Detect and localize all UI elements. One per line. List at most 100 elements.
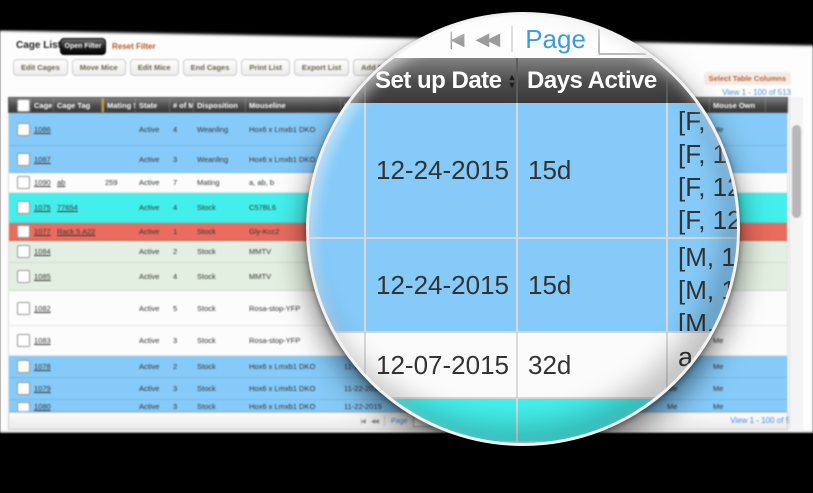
lens-mice-line: [F, 12- — [678, 205, 737, 235]
column-header-cb[interactable] — [9, 98, 31, 112]
cell-cage_tag — [54, 326, 102, 355]
cage_tag-link[interactable]: ab — [57, 178, 66, 187]
open-filter-button[interactable]: Open Filter — [60, 38, 106, 55]
cage-link[interactable]: 1083 — [34, 336, 51, 345]
cell-disposition: Stock — [197, 303, 216, 313]
row-checkbox[interactable] — [17, 152, 30, 166]
cell-cage: 1087 — [31, 146, 54, 172]
cage-link[interactable]: 1079 — [34, 384, 51, 393]
cell-cage: 1082 — [31, 291, 54, 325]
cell-num_mice: 2 — [173, 362, 178, 371]
cell-cage_tag — [54, 378, 102, 399]
cell-mouseline: MMTV — [249, 247, 272, 256]
cell-mouseline: MMTV — [249, 272, 272, 281]
cell-cb — [9, 193, 31, 222]
table-scrollbar-thumb[interactable] — [792, 125, 801, 218]
toolbar-button-edit-cages[interactable]: Edit Cages — [13, 59, 68, 76]
cell-cage: 1080 — [31, 400, 54, 411]
column-header-cage_tag[interactable]: Cage Tag — [54, 98, 102, 112]
cell-state: Active — [139, 154, 160, 164]
lens-cell-setup-date: 12-24-2015 — [366, 103, 518, 237]
cell-cage_tag — [54, 356, 102, 377]
column-header-state[interactable]: State — [136, 98, 170, 112]
cell-cage_tag: ab — [54, 173, 102, 192]
cage-link[interactable]: 1086 — [34, 124, 51, 134]
reset-filter-link[interactable]: Reset Filter — [112, 42, 156, 51]
lens-cell-spacer — [309, 333, 366, 397]
cage-link[interactable]: 1090 — [34, 178, 51, 187]
cell-cage_tag — [54, 400, 102, 411]
cell-num_mice: 3 — [173, 336, 178, 345]
cell-disposition: Stock — [197, 227, 216, 236]
cell-cage: 1078 — [31, 356, 54, 377]
lens-cell-mice: [M, 12[M, 12 [M, 1 — [668, 239, 737, 331]
cage_tag-link[interactable]: Rack 5 A22 — [57, 227, 96, 236]
table-scrollbar-track[interactable] — [789, 97, 803, 430]
cell-num_mice: 4 — [173, 203, 178, 212]
cell-mating_sid — [102, 291, 136, 325]
lens-header-days-active: Days Active — [518, 58, 668, 103]
row-checkbox[interactable] — [17, 245, 30, 258]
lens-cell-days-active — [518, 399, 668, 441]
cell-cb — [9, 146, 31, 172]
lens-cell-spacer — [309, 239, 366, 331]
cage-link[interactable]: 1077 — [34, 227, 51, 236]
row-checkbox[interactable] — [17, 334, 30, 347]
column-header-mating_sid[interactable]: Mating SID — [102, 98, 136, 112]
view-range-top: View 1 - 100 of 513 — [722, 88, 791, 97]
cell-cage_tag — [54, 263, 102, 290]
cell-cb — [9, 223, 31, 240]
lens-mice-line: [M, 12 — [678, 275, 737, 305]
cell-num_mice: 4 — [173, 124, 178, 134]
cell-num_mice: 1 — [173, 227, 178, 236]
cell-cage_tag — [54, 113, 102, 145]
lens-table-row — [309, 399, 737, 443]
row-checkbox[interactable] — [17, 301, 30, 315]
cell-mouseline: Hox6 x Lmxb1 DKO — [249, 154, 316, 164]
cell-mating_sid — [102, 400, 136, 411]
lens-first-page-icon: |◀ — [449, 28, 464, 49]
row-checkbox[interactable] — [17, 225, 30, 238]
cell-mouseline: Gly-Kcc2 — [249, 227, 280, 236]
cage-link[interactable]: 1087 — [34, 154, 51, 164]
cell-state: Active — [139, 203, 160, 212]
cage-link[interactable]: 1085 — [34, 272, 51, 281]
column-header-num_mice[interactable]: # of Mic — [170, 98, 194, 112]
magnifier-lens: |◀ ◀◀ Page Set up Date ▲ ▼ Days Active — [306, 12, 740, 446]
cell-state: Active — [139, 124, 160, 134]
lens-page-number-input — [597, 23, 656, 55]
toolbar-button-edit-mice[interactable]: Edit Mice — [129, 59, 179, 76]
cage-link[interactable]: 1084 — [34, 247, 51, 256]
column-header-cage[interactable]: Cage — [31, 98, 54, 112]
row-checkbox[interactable] — [17, 402, 30, 411]
cell-state: Active — [139, 303, 160, 313]
cage-link[interactable]: 1080 — [34, 402, 51, 411]
cell-mouseline: C57BL6 — [249, 203, 277, 212]
toolbar-button-end-cages[interactable]: End Cages — [182, 59, 238, 76]
lens-cell-days-active: 32d — [518, 333, 668, 397]
lens-cell-setup-date — [366, 399, 518, 441]
lens-setup-date-label: Set up Date — [375, 66, 502, 94]
cage-link[interactable]: 1078 — [34, 362, 51, 371]
row-checkbox[interactable] — [17, 270, 30, 283]
cell-state: Active — [139, 227, 160, 236]
row-checkbox[interactable] — [17, 176, 30, 189]
row-checkbox[interactable] — [17, 201, 30, 214]
cell-mating_sid — [102, 223, 136, 240]
cage-link[interactable]: 1075 — [34, 203, 51, 212]
lens-mice-line: [F, — [678, 106, 706, 136]
cage_tag-link[interactable]: 77654 — [57, 203, 78, 212]
toolbar-button-print-list[interactable]: Print List — [241, 59, 290, 76]
cell-num_mice: 3 — [173, 402, 178, 411]
cage-link[interactable]: 1082 — [34, 303, 51, 313]
cell-cage_tag: 77654 — [54, 193, 102, 222]
cell-cb — [9, 326, 31, 355]
column-header-disposition[interactable]: Disposition — [194, 98, 246, 112]
select-all-checkbox[interactable] — [17, 98, 30, 112]
row-checkbox[interactable] — [17, 382, 30, 395]
row-checkbox[interactable] — [17, 122, 30, 136]
row-checkbox[interactable] — [17, 360, 30, 373]
toolbar-button-move-mice[interactable]: Move Mice — [71, 59, 126, 76]
view-range-bottom: View 1 - 100 of 513 — [730, 416, 799, 425]
